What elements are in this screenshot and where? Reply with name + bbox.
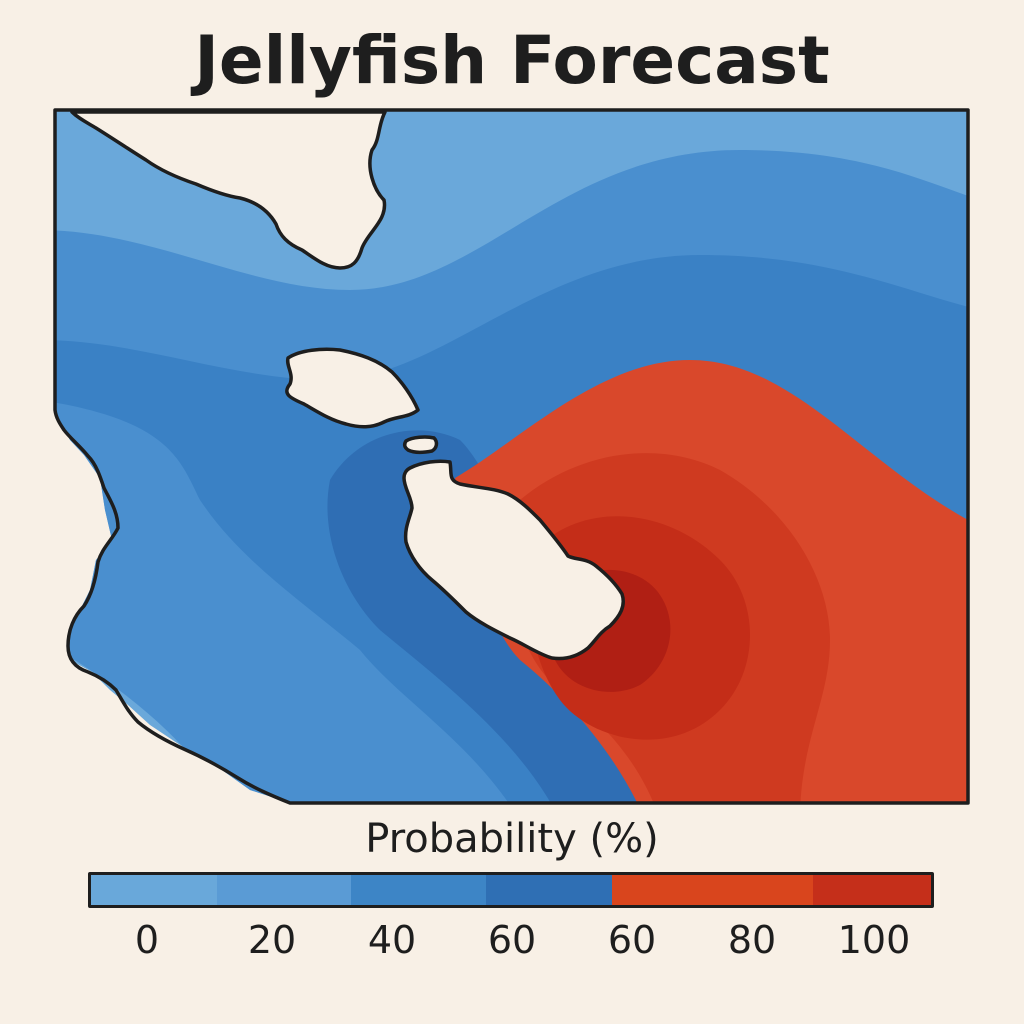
legend-tick-label: 100 (837, 918, 911, 962)
page-title: Jellyfish Forecast (194, 22, 830, 99)
map-frame (53, 108, 970, 805)
gozo-island (285, 347, 420, 429)
legend-band-3 (485, 875, 612, 905)
legend-color-bar (88, 872, 934, 908)
probability-field (55, 110, 968, 803)
legend-title: Probability (%) (365, 816, 659, 862)
legend-tick-label: 60 (487, 918, 537, 962)
legend-band-2 (351, 875, 486, 905)
legend-band-0 (91, 875, 217, 905)
legend-ticks: 0 20 40 60 60 80 100 (0, 918, 1024, 968)
legend-tick-label: 80 (727, 918, 777, 962)
legend-tick-label: 40 (367, 918, 417, 962)
comino-island (402, 435, 439, 455)
legend-tick-label: 0 (134, 918, 160, 962)
legend-band-5 (813, 875, 931, 905)
legend-band-1 (217, 875, 352, 905)
land-masses (70, 110, 625, 661)
malta-island (402, 459, 625, 661)
sicily-coast (70, 110, 387, 270)
legend-band-4 (611, 875, 814, 905)
legend-tick-label: 20 (247, 918, 297, 962)
legend-tick-label: 60 (607, 918, 657, 962)
